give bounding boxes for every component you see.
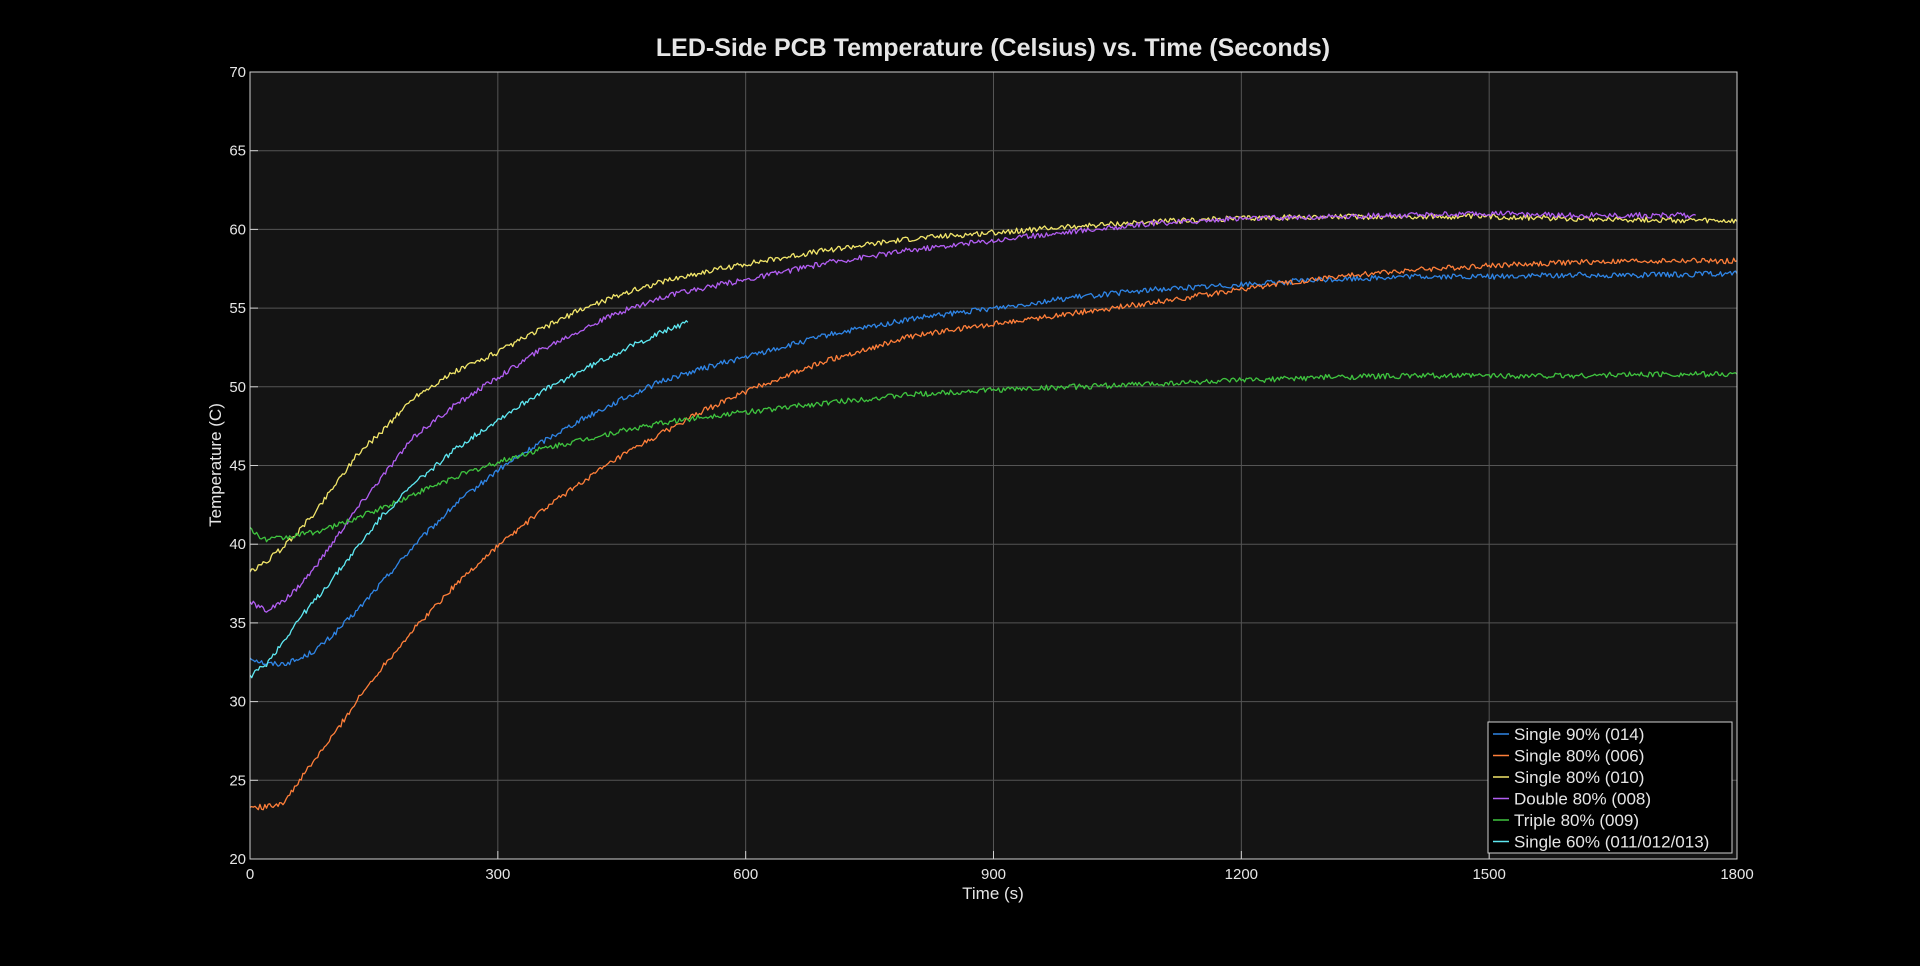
legend-label: Single 80% (010): [1514, 768, 1644, 787]
y-tick-label: 45: [229, 458, 246, 475]
legend-label: Single 60% (011/012/013): [1514, 833, 1709, 852]
y-tick-label: 40: [229, 536, 246, 553]
y-tick-label: 30: [229, 694, 246, 711]
y-tick-label: 65: [229, 143, 246, 160]
y-tick-label: 25: [229, 772, 246, 789]
legend-label: Triple 80% (009): [1514, 811, 1639, 830]
series-line-6: [249, 320, 689, 679]
y-tick-label: 35: [229, 615, 246, 632]
legend-label: Single 90% (014): [1514, 725, 1644, 744]
series-line-1: [249, 270, 1738, 667]
x-axis-label: Time (s): [962, 884, 1024, 903]
x-tick-label: 1500: [1472, 866, 1505, 883]
ticks: 0 300 600 900 1200 1500 1800 20 25 30 35 40 45 50 55 60…: [229, 64, 1753, 883]
y-tick-label: 60: [229, 221, 246, 238]
y-axis-label: Temperature (C): [206, 403, 225, 527]
x-tick-label: 300: [485, 866, 510, 883]
y-tick-label: 55: [229, 300, 246, 317]
legend-label: Single 80% (006): [1514, 747, 1644, 766]
series-line-4: [249, 210, 1696, 613]
x-tick-label: 1800: [1720, 866, 1753, 883]
y-tick-label: 50: [229, 379, 246, 396]
series-line-2: [249, 257, 1738, 811]
legend: Single 90% (014) Single 80% (006) Single 8…: [1487, 721, 1733, 854]
y-tick-label: 70: [229, 64, 246, 81]
legend-box: [1487, 721, 1733, 854]
series-layer: [249, 210, 1738, 811]
series-line-5: [249, 371, 1738, 543]
chart-title: LED-Side PCB Temperature (Celsius) vs. T…: [656, 34, 1330, 62]
x-tick-label: 1200: [1225, 866, 1258, 883]
x-tick-label: 600: [733, 866, 758, 883]
x-tick-label: 900: [981, 866, 1006, 883]
y-tick-label: 20: [229, 851, 246, 868]
x-tick-label: 0: [246, 866, 254, 883]
legend-label: Double 80% (008): [1514, 790, 1651, 809]
